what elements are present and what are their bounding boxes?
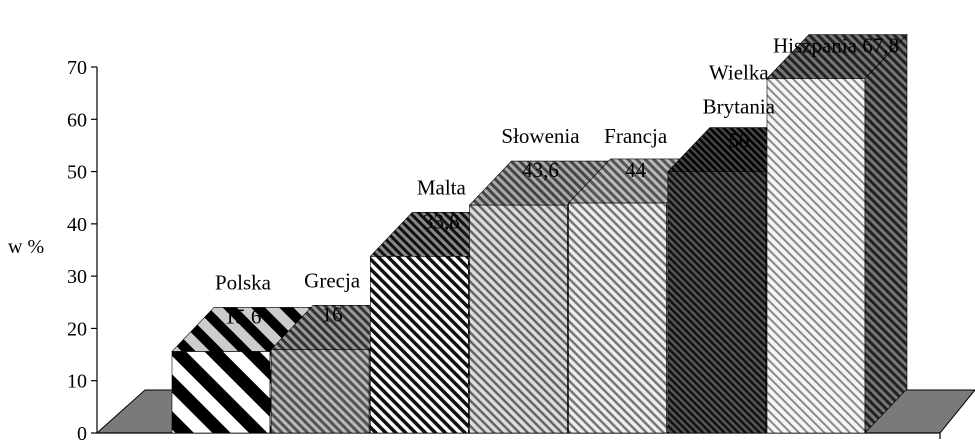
bar-side xyxy=(864,33,908,434)
bar-front xyxy=(667,171,767,434)
y-tick-label: 60 xyxy=(67,109,87,131)
y-tick-label: 0 xyxy=(77,423,87,441)
bar-front xyxy=(370,255,469,434)
bar-front xyxy=(469,204,568,434)
data-label: 15,6 xyxy=(225,304,262,328)
data-label: Malta xyxy=(417,175,467,199)
bar xyxy=(766,33,908,434)
bar-front xyxy=(568,202,667,434)
bar-front xyxy=(171,351,271,434)
y-tick-label: 30 xyxy=(67,266,87,288)
data-label: Brytania xyxy=(703,95,776,119)
y-tick-label: 70 xyxy=(67,57,87,79)
y-tick-label: 40 xyxy=(67,214,87,236)
data-label: 33,8 xyxy=(423,209,460,233)
y-tick-label: 20 xyxy=(67,318,87,340)
data-label: Wielka xyxy=(709,61,769,85)
y-tick-label: 10 xyxy=(67,371,87,393)
data-label: 43,6 xyxy=(522,158,559,182)
data-label: 44 xyxy=(625,158,647,182)
data-label: Słowenia xyxy=(501,124,580,148)
data-label: 16 xyxy=(322,302,343,326)
y-axis-title: w % xyxy=(8,236,44,258)
data-label: Francja xyxy=(604,124,668,148)
y-tick-label: 50 xyxy=(67,162,87,184)
data-label: Grecja xyxy=(304,268,361,292)
bar-front xyxy=(766,78,866,434)
data-label: Hiszpania 67,8 xyxy=(773,34,899,58)
data-label: 50 xyxy=(728,129,749,153)
data-label: Polska xyxy=(215,270,272,294)
bar-front xyxy=(270,349,370,434)
